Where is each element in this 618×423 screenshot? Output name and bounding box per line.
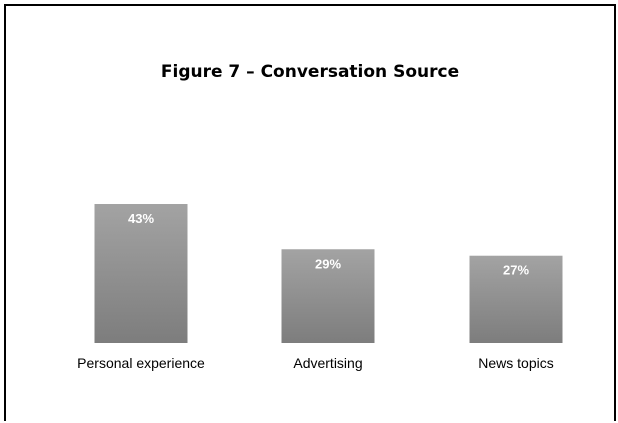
bar-value-label: 29% [315, 256, 341, 271]
category-label: Advertising [293, 355, 362, 371]
bar-3 [469, 255, 563, 343]
chart-title: Figure 7 – Conversation Source [160, 62, 460, 82]
category-label: News topics [478, 355, 553, 371]
bar-value-label: 43% [128, 211, 154, 226]
category-label: Personal experience [77, 355, 205, 371]
bars-layer: 43% Personal experience 29% Advertising 27% N… [77, 204, 563, 371]
bar-value-label: 27% [503, 263, 529, 278]
bar-1 [94, 204, 188, 343]
bar-2 [281, 249, 375, 343]
